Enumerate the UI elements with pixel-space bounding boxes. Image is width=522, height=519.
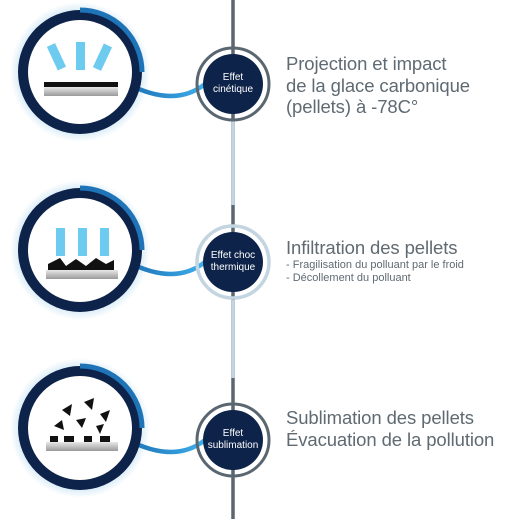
step-1-title-line-3: (pellets) à -78C° (286, 96, 419, 117)
badge-1-line-2: cinétique (212, 84, 254, 95)
step-3-illustration (10, 358, 150, 498)
step-1-text: Projection et impact de la glace carboni… (286, 53, 470, 118)
debris-icon (50, 398, 110, 442)
badge-2-label: Effet choc thermique (203, 250, 263, 274)
badge-2-line-2: thermique (210, 262, 256, 273)
step-2-text: Infiltration des pellets - Fragilisation… (286, 237, 464, 285)
step-3 (10, 358, 271, 498)
step-3-title-line-1: Sublimation des pellets (286, 407, 474, 428)
step-2-detail-2: - Décollement du polluant (286, 271, 411, 284)
surface-icon (44, 82, 118, 87)
badge-1-label: Effet cinétique (203, 72, 263, 96)
step-1 (10, 2, 271, 142)
step-1-illustration (10, 2, 150, 142)
step-2-detail-1: - Fragilisation du polluant par le froid (286, 258, 464, 271)
badge-3-line-2: sublimation (207, 440, 259, 451)
badge-2 (195, 224, 271, 300)
badge-1-line-1: Effet (222, 72, 244, 83)
step-2-title: Infiltration des pellets (286, 237, 458, 258)
pellet-icon (46, 42, 113, 71)
step-1-title-line-2: de la glace carbonique (286, 74, 470, 96)
step-2 (10, 180, 271, 320)
badge-3-line-1: Effet (222, 428, 244, 439)
step-3-text: Sublimation des pellets Évacuation de la… (286, 407, 494, 450)
cracked-surface-icon (48, 258, 114, 270)
badge-3-label: Effet sublimation (203, 428, 263, 452)
badge-2-line-1: Effet choc (210, 250, 256, 261)
step-2-illustration (10, 180, 150, 320)
step-1-title-line-1: Projection et impact (286, 53, 447, 74)
badge-3 (195, 402, 271, 478)
pellet-icon (56, 228, 109, 256)
step-3-title-line-2: Évacuation de la pollution (286, 428, 495, 450)
badge-1 (195, 46, 271, 122)
